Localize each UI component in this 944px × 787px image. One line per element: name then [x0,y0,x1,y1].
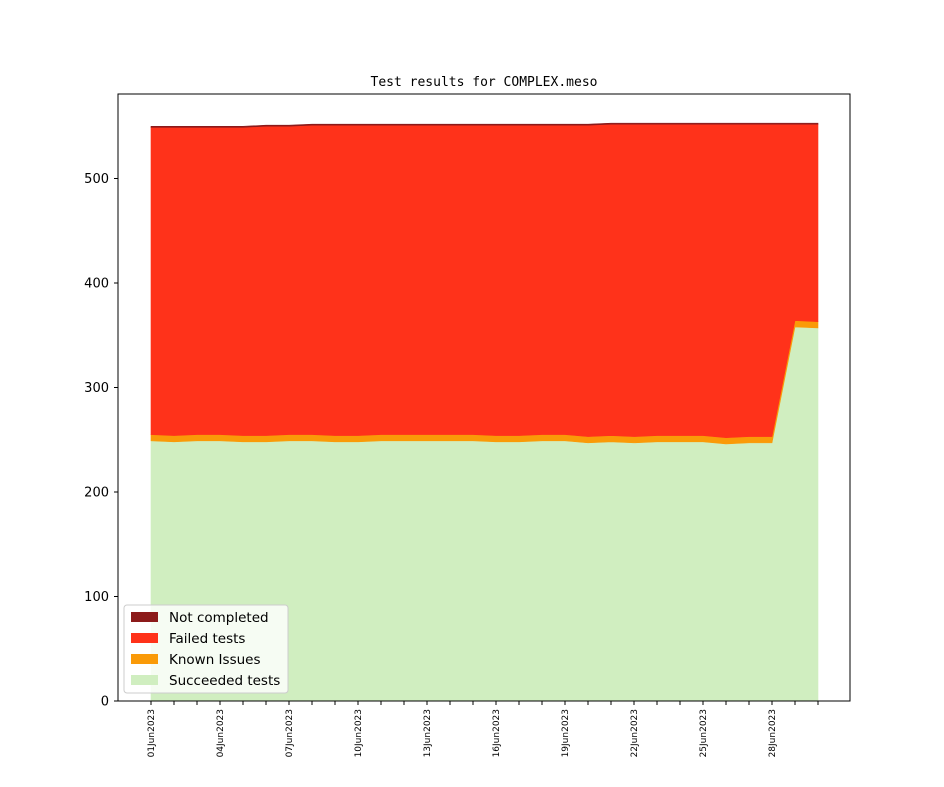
chart-title: Test results for COMPLEX.meso [371,75,598,90]
area-not-completed [150,122,819,128]
legend-label: Not completed [169,610,269,626]
y-tick-label: 300 [84,381,109,396]
legend-label: Known Issues [169,652,261,668]
x-axis: 01Jun2023 04Jun2023 07Jun2023 10Jun2023 13Ju… [147,701,819,757]
legend-swatch [131,633,158,643]
x-tick-label: 10Jun2023 [354,709,364,757]
x-tick-label: 19Jun2023 [561,709,571,757]
x-tick-label: 22Jun2023 [630,709,640,757]
x-tick-label: 28Jun2023 [768,709,778,757]
legend-label: Succeeded tests [169,673,280,689]
x-tick-label: 07Jun2023 [285,709,295,757]
x-tick-label: 16Jun2023 [492,709,502,757]
legend-label: Failed tests [169,631,245,647]
legend-swatch [131,675,158,685]
legend-box [123,604,289,694]
area-layer [150,122,819,702]
y-tick-label: 400 [84,277,109,292]
y-tick-label: 500 [84,172,109,187]
legend-swatch [131,612,158,622]
y-tick-label: 0 [101,695,109,710]
y-tick-label: 200 [84,486,109,501]
x-tick-label: 13Jun2023 [423,709,433,757]
area-failed-tests [150,123,819,438]
x-tick-label: 04Jun2023 [216,709,226,757]
legend: Not completed Failed tests Known Issues Suc… [123,604,289,694]
x-tick-label: 01Jun2023 [147,709,157,757]
x-tick-label: 25Jun2023 [699,709,709,757]
y-tick-label: 100 [84,590,109,605]
legend-swatch [131,654,158,664]
y-axis: 0 100 200 300 400 500 [84,172,118,710]
plot-frame [117,93,851,702]
